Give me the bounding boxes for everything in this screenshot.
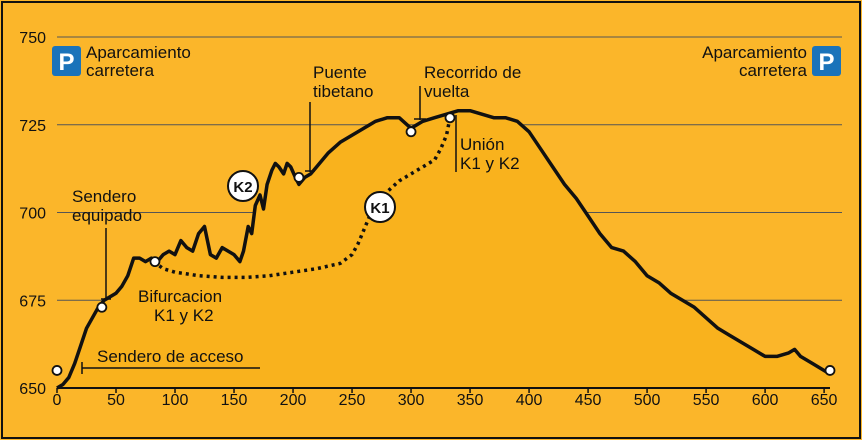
parking-icon-right	[812, 46, 841, 76]
parking-symbol-right: P	[818, 49, 834, 76]
puente-line1: Puente	[313, 63, 367, 82]
x-tick-450: 450	[575, 392, 602, 409]
y-tick-725: 725	[19, 118, 46, 135]
parking-icon-left	[52, 46, 81, 76]
x-tick-550: 550	[693, 392, 720, 409]
elevation-line	[56, 108, 831, 390]
k2-label: K2	[233, 179, 252, 196]
parking-left-line2: carretera	[86, 61, 155, 80]
sendero-equipado-line2: equipado	[72, 206, 142, 225]
x-tick-0: 0	[53, 392, 62, 409]
route-k1-dotted	[152, 117, 452, 280]
union-line1: Unión	[460, 135, 504, 154]
parking-right-line1: Aparcamiento	[702, 43, 807, 62]
x-tick-labels: 0 50 100 150 200 250 300 350 400 450 500 550 600 650	[53, 388, 838, 409]
waypoint-4	[405, 126, 417, 138]
k2-badge	[227, 170, 259, 202]
x-tick-200: 200	[280, 392, 307, 409]
x-tick-350: 350	[457, 392, 484, 409]
y-tick-labels: 650 675 700 725 750	[19, 30, 46, 398]
x-tick-150: 150	[221, 392, 248, 409]
sendero-acceso-label: Sendero de acceso	[97, 347, 244, 366]
x-tick-400: 400	[516, 392, 543, 409]
x-tick-50: 50	[107, 392, 125, 409]
waypoint-3	[293, 172, 305, 183]
puente-line2: tibetano	[313, 82, 374, 101]
union-line2: K1 y K2	[460, 154, 520, 173]
y-tick-675: 675	[19, 293, 46, 310]
recorrido-line2: vuelta	[424, 82, 470, 101]
waypoint-0	[51, 365, 63, 376]
k1-label: K1	[370, 200, 389, 217]
x-tick-100: 100	[162, 392, 189, 409]
leader-lines	[81, 86, 457, 374]
k1-badge	[364, 191, 396, 223]
y-tick-750: 750	[19, 30, 46, 47]
waypoint-6	[824, 365, 836, 376]
waypoint-1	[96, 301, 108, 313]
parking-left-line1: Aparcamiento	[86, 43, 191, 62]
x-tick-600: 600	[752, 392, 779, 409]
waypoint-5	[444, 112, 456, 124]
y-tick-650: 650	[19, 381, 46, 398]
parking-symbol-left: P	[58, 49, 74, 76]
sendero-equipado-line1: Sendero	[72, 187, 136, 206]
parking-right-line2: carretera	[739, 61, 808, 80]
recorrido-line1: Recorrido de	[424, 63, 521, 82]
x-tick-650: 650	[811, 392, 838, 409]
x-tick-250: 250	[339, 392, 366, 409]
x-tick-500: 500	[634, 392, 661, 409]
elevation-area	[57, 110, 830, 388]
waypoint-2	[149, 256, 161, 268]
waypoint-markers	[51, 112, 836, 376]
bifurcacion-line2: K1 y K2	[154, 306, 214, 325]
bifurcacion-line1: Bifurcacion	[138, 287, 222, 306]
y-tick-700: 700	[19, 206, 46, 223]
x-tick-300: 300	[398, 392, 425, 409]
